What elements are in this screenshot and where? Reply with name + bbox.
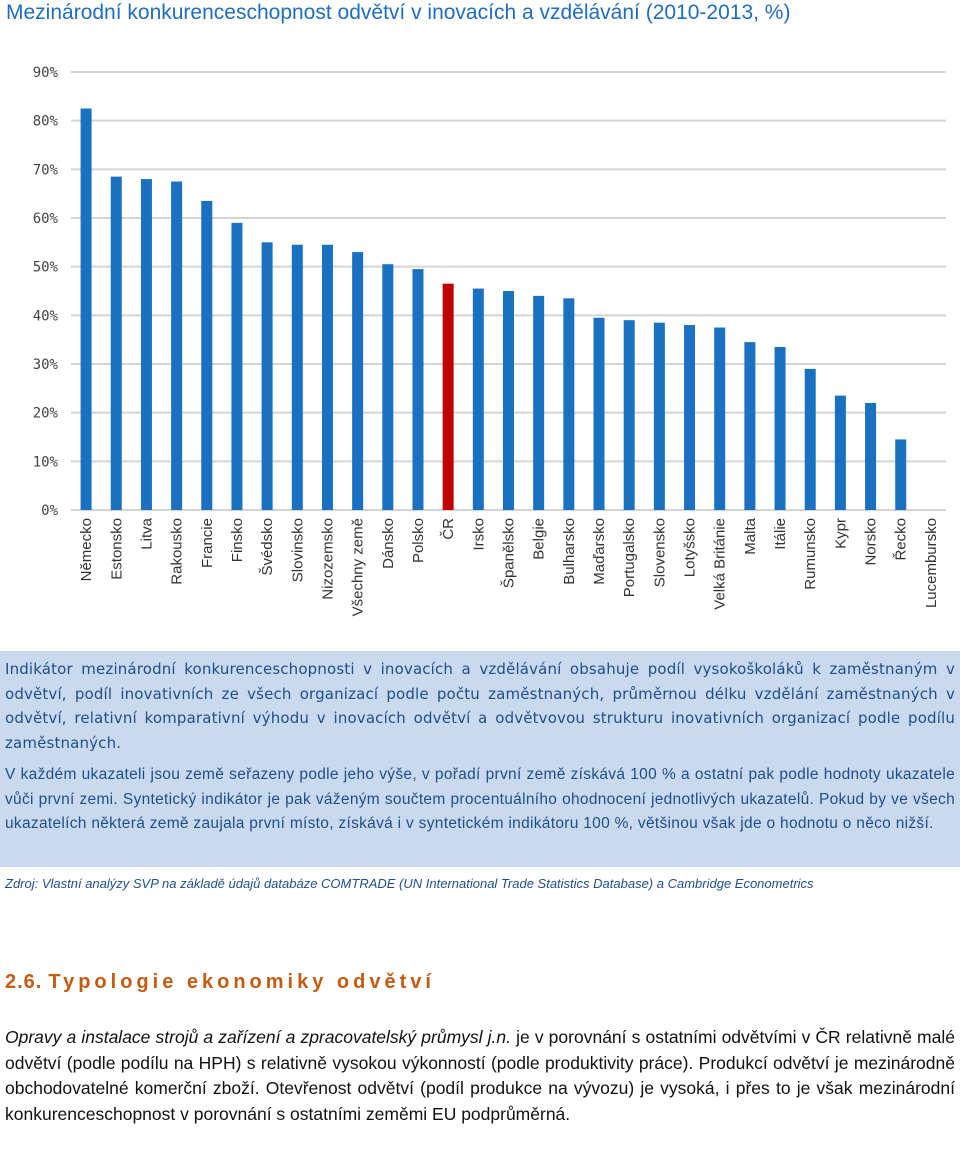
x-tick-label: Všechny země bbox=[350, 518, 367, 616]
y-tick-label: 40% bbox=[33, 308, 59, 324]
x-tick-label: Lotyšsko bbox=[682, 518, 699, 577]
bar-6 bbox=[231, 222, 243, 510]
x-tick-label: Bulharsko bbox=[561, 518, 578, 585]
x-tick-label: Irsko bbox=[470, 518, 487, 551]
sector-name: Opravy a instalace strojů a zařízení a z… bbox=[5, 1027, 511, 1047]
info-paragraph-indicator: Indikátor mezinárodní konkurenceschopnos… bbox=[5, 660, 955, 752]
bar-16 bbox=[533, 295, 545, 510]
x-tick-label: Velká Británie bbox=[712, 518, 729, 610]
source-note: Zdroj: Vlastní analýzy SVP na základě úd… bbox=[5, 876, 814, 891]
x-tick-label: Itálie bbox=[772, 518, 789, 550]
x-tick-label: Lucembursko bbox=[923, 518, 940, 608]
y-tick-label: 50% bbox=[33, 260, 59, 276]
bar-3 bbox=[140, 179, 152, 511]
x-tick-label: Švédsko bbox=[259, 518, 276, 576]
bar-12 bbox=[412, 269, 424, 510]
bar-23 bbox=[744, 342, 756, 510]
x-tick-label: Belgie bbox=[531, 518, 548, 560]
x-tick-label: Nizozemsko bbox=[319, 518, 336, 600]
x-tick-label: Rumunsko bbox=[802, 518, 819, 590]
bar-5 bbox=[201, 200, 213, 510]
y-tick-label: 10% bbox=[33, 454, 59, 470]
bar-27 bbox=[865, 402, 877, 510]
section-heading: 2.6. Typologie ekonomiky odvětví bbox=[5, 971, 435, 994]
x-tick-label: Dánsko bbox=[380, 518, 397, 569]
x-tick-label: Polsko bbox=[410, 518, 427, 563]
bar-28 bbox=[895, 439, 907, 510]
y-tick-label: 0% bbox=[41, 503, 58, 519]
body-text: je v porovnání s ostatními odvětvími v Č… bbox=[5, 1027, 955, 1124]
bar-chart: 0% 10% 20% 30% 40% 50% 60% 70% 80% 90% Německo Esto… bbox=[33, 65, 946, 616]
bar-7 bbox=[261, 242, 273, 511]
x-tick-label: Francie bbox=[199, 518, 216, 568]
bar-26 bbox=[834, 395, 846, 510]
x-tick-label: Slovensko bbox=[651, 518, 668, 587]
x-tick-label: Španělsko bbox=[501, 518, 518, 588]
bar-18 bbox=[593, 317, 605, 510]
bar-19 bbox=[623, 320, 635, 510]
y-tick-label: 30% bbox=[33, 357, 59, 373]
x-tick-label: Finsko bbox=[229, 518, 246, 562]
y-tick-label: 80% bbox=[33, 114, 59, 130]
y-tick-label: 70% bbox=[33, 162, 59, 178]
bar-11 bbox=[382, 264, 394, 510]
bar-13 bbox=[442, 283, 454, 510]
x-tick-label: Slovinsko bbox=[289, 518, 306, 582]
y-tick-label: 20% bbox=[33, 406, 59, 422]
x-tick-label: Estonsko bbox=[108, 518, 125, 580]
x-tick-label: Portugalsko bbox=[621, 518, 638, 597]
bar-1 bbox=[80, 108, 92, 510]
x-tick-label: Litva bbox=[138, 517, 155, 549]
chart-title: Mezinárodní konkurenceschopnost odvětví … bbox=[6, 1, 791, 24]
bar-10 bbox=[352, 252, 364, 511]
bar-17 bbox=[563, 298, 575, 510]
bar-14 bbox=[472, 288, 484, 510]
y-tick-label: 60% bbox=[33, 211, 59, 227]
body-paragraph: Opravy a instalace strojů a zařízení a z… bbox=[5, 1025, 955, 1127]
bar-21 bbox=[684, 325, 696, 510]
x-tick-label: Rakousko bbox=[169, 518, 186, 585]
bar-25 bbox=[804, 368, 816, 510]
x-tick-label: Norsko bbox=[863, 518, 880, 566]
bar-8 bbox=[291, 244, 303, 510]
x-tick-label: Řecko bbox=[893, 518, 910, 561]
x-tick-label: Malta bbox=[742, 517, 759, 554]
bar-20 bbox=[653, 322, 665, 510]
x-tick-label: Maďarsko bbox=[591, 518, 608, 585]
x-tick-label: Kypr bbox=[832, 518, 849, 549]
info-paragraph-method: V každém ukazateli jsou země seřazeny po… bbox=[5, 766, 955, 832]
bar-24 bbox=[774, 346, 786, 510]
bar-4 bbox=[171, 181, 183, 510]
section-title: Typologie ekonomiky odvětví bbox=[48, 971, 435, 993]
bar-9 bbox=[321, 244, 333, 510]
x-tick-label: ČR bbox=[440, 518, 457, 540]
bar-15 bbox=[503, 291, 514, 510]
bar-22 bbox=[714, 327, 726, 510]
bar-2 bbox=[110, 176, 122, 510]
x-tick-label: Německo bbox=[78, 518, 95, 581]
indicator-info-box: Indikátor mezinárodní konkurenceschopnos… bbox=[0, 651, 960, 867]
section-number: 2.6. bbox=[5, 971, 43, 993]
y-tick-label: 90% bbox=[33, 65, 59, 81]
